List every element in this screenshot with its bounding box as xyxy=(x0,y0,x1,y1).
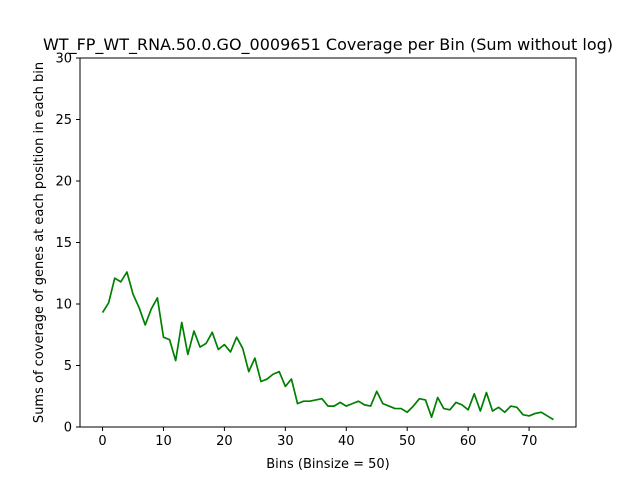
x-axis-ticks: 0 10 20 30 40 50 60 70 xyxy=(98,427,537,449)
y-tick-label: 10 xyxy=(55,298,72,313)
x-tick-label: 30 xyxy=(277,434,294,449)
series-line-0 xyxy=(101,271,554,421)
x-tick-label: 70 xyxy=(521,434,538,449)
y-tick-label: 15 xyxy=(55,236,72,251)
plot-layer xyxy=(101,271,554,421)
y-axis-label: Sums of coverage of genes at each positi… xyxy=(32,62,47,423)
x-tick-label: 20 xyxy=(216,434,233,449)
x-tick-label: 40 xyxy=(338,434,355,449)
y-tick-label: 30 xyxy=(55,52,72,67)
y-tick-label: 20 xyxy=(55,175,72,190)
y-tick-label: 5 xyxy=(64,359,72,374)
chart-title: WT_FP_WT_RNA.50.0.GO_0009651 Coverage pe… xyxy=(43,35,613,55)
y-axis-ticks: 0 5 10 15 20 25 30 xyxy=(55,52,80,436)
y-tick-label: 0 xyxy=(64,421,72,436)
x-tick-label: 10 xyxy=(155,434,172,449)
x-tick-label: 60 xyxy=(460,434,477,449)
x-tick-label: 50 xyxy=(399,434,416,449)
x-tick-label: 0 xyxy=(98,434,106,449)
y-tick-label: 25 xyxy=(55,113,72,128)
x-axis-label: Bins (Binsize = 50) xyxy=(266,457,390,472)
